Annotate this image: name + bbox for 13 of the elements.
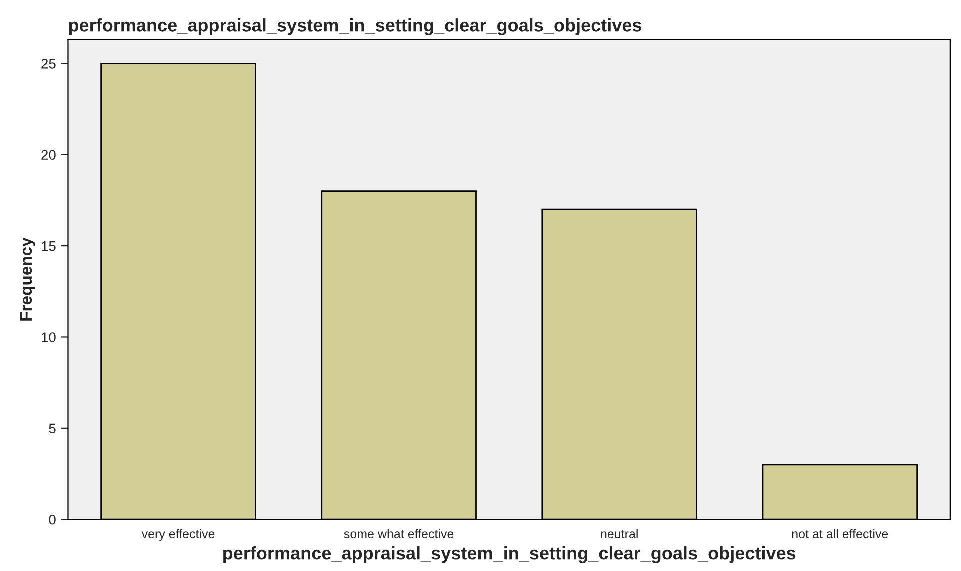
- y-tick-label: 0: [49, 514, 56, 525]
- x-tick-label: neutral: [601, 529, 638, 539]
- x-tick-label: very effective: [142, 529, 215, 541]
- y-axis-title: Frequency: [20, 238, 36, 321]
- x-axis-title: performance_appraisal_system_in_setting_clear_goals_objectives: [224, 546, 796, 564]
- y-tick-label: 5: [49, 424, 56, 434]
- y-tick-label: 15: [42, 242, 56, 252]
- y-tick-label: 20: [42, 150, 56, 160]
- y-tick-label: 10: [42, 332, 56, 342]
- chart-title: performance_appraisal_system_in_setting_clear_goals_objectives: [69, 18, 642, 36]
- y-tick-label: 25: [42, 59, 56, 69]
- x-tick-label: not at all effective: [792, 529, 888, 539]
- x-tick-label: some what effective: [344, 529, 454, 539]
